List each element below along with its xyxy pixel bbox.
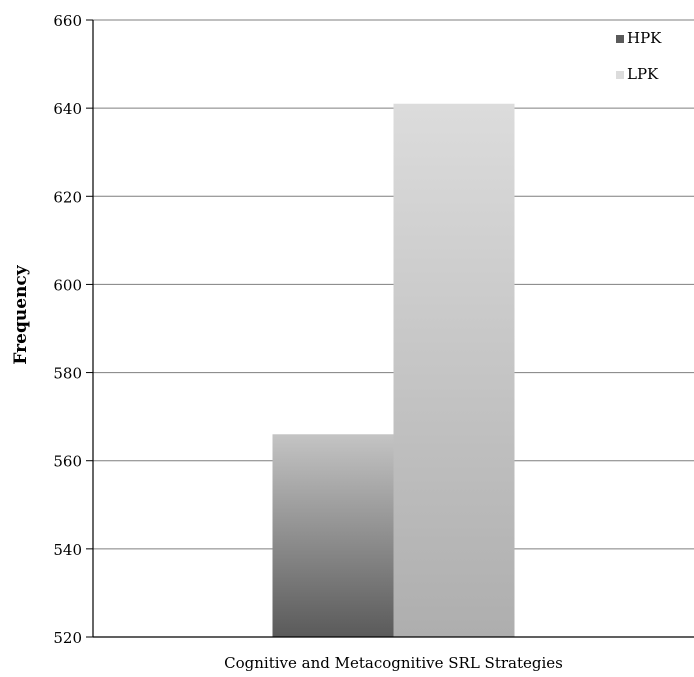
bar-hpk	[272, 434, 394, 637]
y-tick-label: 580	[53, 365, 82, 383]
y-tick-label: 540	[53, 541, 82, 559]
category-labels: Cognitive and Metacognitive SRL Strategi…	[224, 654, 563, 672]
y-tick-label: 520	[53, 629, 82, 647]
y-tick-label: 660	[53, 12, 82, 30]
bar-lpk	[393, 103, 515, 637]
y-tick-label: 620	[53, 188, 82, 206]
y-tick-labels: 520 540 560 580 600 620 640 660	[53, 12, 93, 647]
legend: HPK LPK	[616, 29, 662, 83]
legend-swatch-lpk	[616, 71, 624, 79]
y-tick-label: 560	[53, 453, 82, 471]
bars	[272, 103, 515, 637]
y-tick-label: 640	[53, 100, 82, 118]
y-axis-label: Frequency	[11, 264, 31, 364]
category-label: Cognitive and Metacognitive SRL Strategi…	[224, 654, 563, 672]
legend-swatch-hpk	[616, 35, 624, 43]
y-tick-label: 600	[53, 276, 82, 294]
legend-label-hpk: HPK	[627, 29, 662, 47]
legend-label-lpk: LPK	[627, 65, 659, 83]
axes	[92, 20, 694, 638]
